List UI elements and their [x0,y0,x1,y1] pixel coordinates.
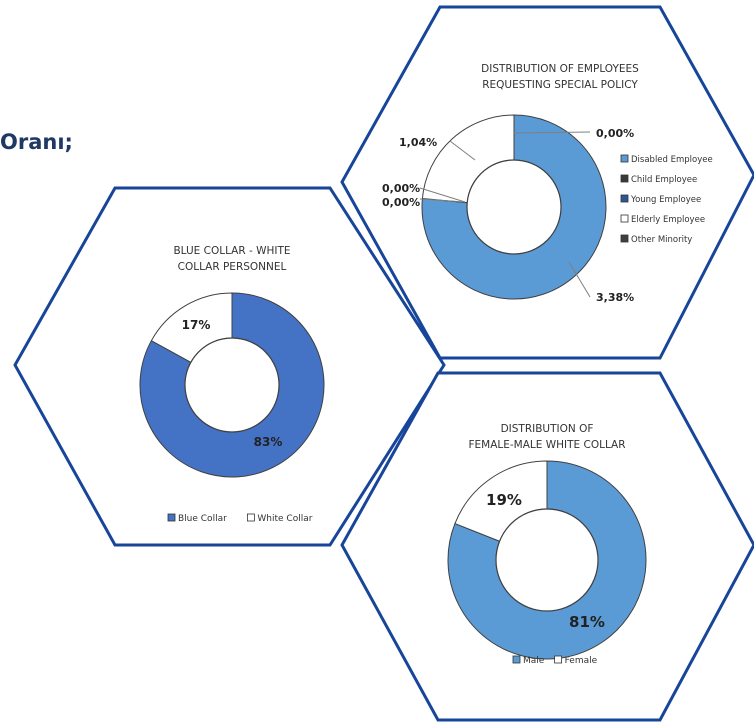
gender-chart: DISTRIBUTION OF FEMALE-MALE WHITE COLLAR 8… [340,371,754,722]
gender-legend-swatch [554,655,562,664]
policy-legend-swatch [620,174,629,183]
policy-legend-swatch [620,154,629,163]
collar-legend-swatch [167,513,176,522]
gender-data-label: 81% [569,613,605,631]
policy-leader-line [568,261,591,298]
collar-title-line-2: COLLAR PERSONNEL [178,261,287,273]
policy-donut-hole [466,159,562,255]
policy-legend-label: Child Employee [631,175,697,185]
collar-title-line-1: BLUE COLLAR - WHITE [173,245,290,257]
collar-data-label: 83% [254,435,283,449]
collar-chart: BLUE COLLAR - WHITE COLLAR PERSONNEL 83% 17… [13,186,446,547]
policy-chart: DISTRIBUTION OF EMPLOYEES REQUESTING SPEC… [340,5,754,360]
policy-data-label: 0,00% [382,196,420,209]
collar-legend-label: White Collar [257,514,312,524]
policy-legend-swatch [620,214,629,223]
policy-leader-line [419,187,466,203]
collar-legend-label: Blue Collar [178,514,227,524]
collar-data-label: 17% [182,318,211,332]
collar-legend-swatch [246,513,255,522]
policy-data-label: 1,04% [399,136,437,149]
policy-leader-line [513,131,591,134]
policy-leader-line [449,140,476,161]
gender-title-line-2: FEMALE-MALE WHITE COLLAR [468,439,625,451]
policy-title-line-1: DISTRIBUTION OF EMPLOYEES [481,63,639,75]
gender-legend-label: Male [523,656,545,666]
gender-legend-swatch [512,655,521,664]
policy-leader-line [419,198,466,203]
gender-legend-label: Female [565,656,598,666]
policy-data-label: 0,00% [596,127,634,140]
gender-donut-hole [495,508,599,612]
gender-title-line-1: DISTRIBUTION OF [501,423,594,435]
policy-legend-swatch [620,234,629,243]
policy-legend-label: Disabled Employee [631,155,713,165]
policy-data-label: 3,38% [596,291,634,304]
policy-legend-swatch [620,194,629,203]
policy-legend-label: Elderly Employee [631,215,705,225]
gender-data-label: 19% [486,491,522,509]
section-heading: Oranı; [0,130,73,154]
collar-donut-hole [184,337,280,433]
policy-legend-label: Young Employee [630,195,701,205]
policy-legend-label: Other Minority [631,235,692,245]
policy-data-label: 0,00% [382,182,420,195]
policy-title-line-2: REQUESTING SPECIAL POLICY [482,79,638,91]
